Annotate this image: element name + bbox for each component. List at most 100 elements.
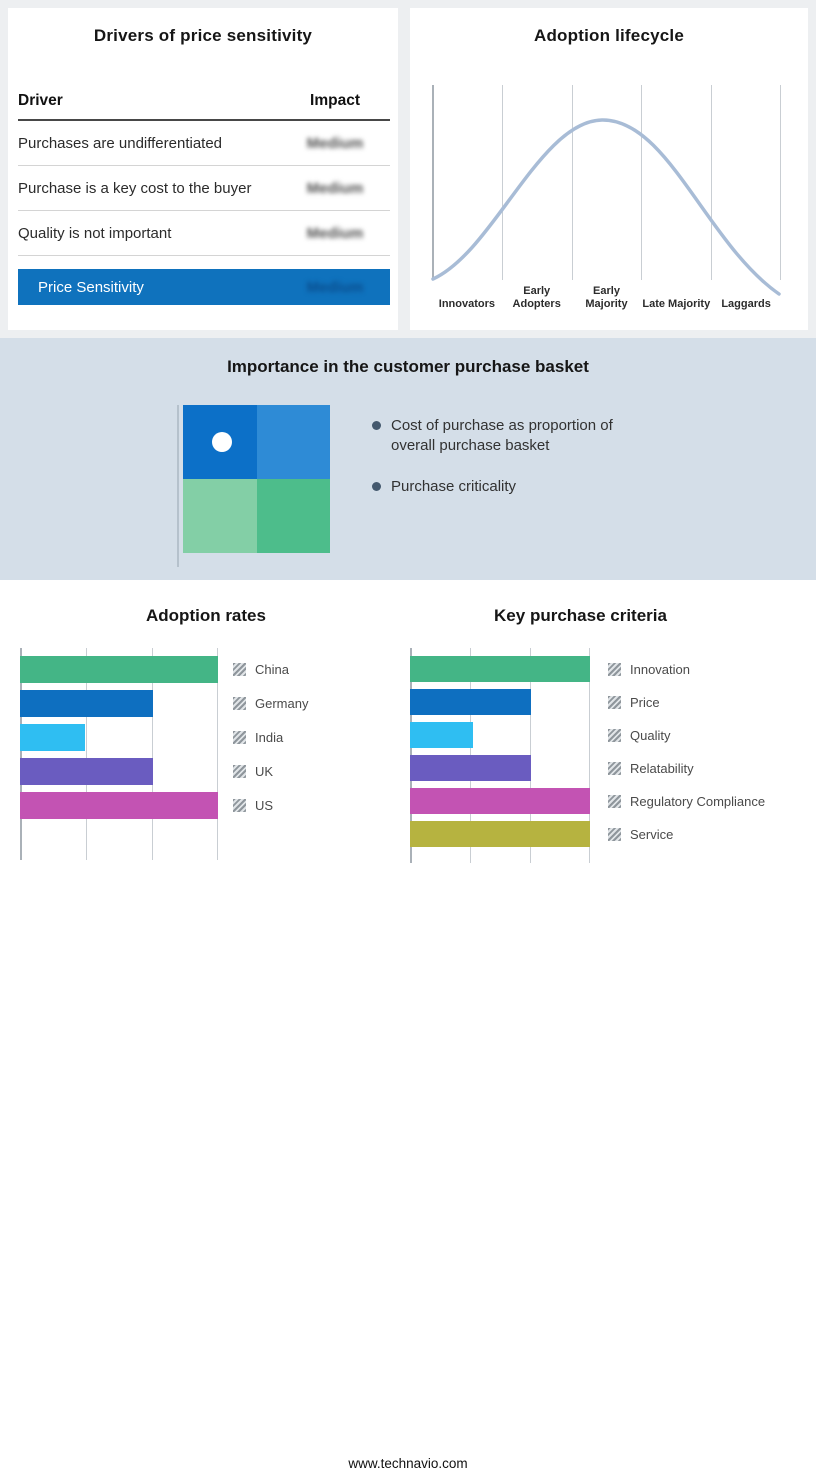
driver-column-header: Driver [18, 92, 63, 109]
lifecycle-chart [431, 85, 781, 296]
legend-label: UK [255, 764, 274, 779]
bar-row-service [410, 821, 590, 847]
gridline [711, 85, 713, 280]
quadrant-top-left [183, 405, 257, 479]
legend-swatch [233, 731, 246, 744]
bar-row-germany [20, 690, 218, 717]
gridline [780, 85, 781, 280]
legend-item-china: China [233, 656, 308, 683]
legend-swatch [608, 728, 621, 742]
quadrant-bottom-left [183, 479, 257, 553]
bar-service [410, 821, 590, 847]
adoption-curve-svg [431, 118, 781, 296]
drivers-panel: Drivers of price sensitivity Driver Impa… [8, 8, 398, 330]
impact-column-header: Impact [310, 92, 360, 109]
bar-row-india [20, 724, 218, 751]
basket-bullets: Cost of purchase as proportion of overal… [372, 416, 633, 519]
legend-label: China [255, 662, 289, 677]
key-purchase-criteria-title: Key purchase criteria [494, 606, 667, 625]
impact-value-redacted: Medium [306, 134, 364, 152]
bar-row-quality [410, 722, 590, 748]
basket-title: Importance in the customer purchase bask… [227, 357, 589, 376]
bullet-icon [372, 421, 381, 430]
bar-regulatory-compliance [410, 788, 590, 814]
bullet-text: Cost of purchase as proportion of overal… [391, 417, 613, 454]
bullet-item: Cost of purchase as proportion of overal… [372, 416, 633, 455]
price-sensitivity-label: Price Sensitivity [38, 278, 144, 296]
lifecycle-stage-labels: Innovators Early Adopters Early Majority… [432, 285, 781, 310]
bar-germany [20, 690, 153, 717]
footer-url: www.technavio.com [348, 1456, 468, 1471]
bar-row-price [410, 689, 590, 715]
gridline [571, 85, 573, 280]
legend-label: Regulatory Compliance [630, 793, 766, 809]
gridline [589, 648, 590, 863]
gridline [641, 85, 643, 280]
legend-swatch [233, 765, 246, 778]
adoption-rates-title: Adoption rates [146, 606, 266, 625]
lifecycle-panel: Adoption lifecycle Innovators Early Adop… [410, 8, 808, 330]
legend-label: Innovation [630, 661, 690, 677]
bar-row-relatability [410, 755, 590, 781]
bar-uk [20, 758, 153, 785]
quadrant-graphic [183, 405, 330, 553]
driver-label: Quality is not important [18, 224, 172, 242]
price-sensitivity-row: Price Sensitivity Medium [18, 269, 390, 305]
adoption-rates-legend: China Germany India UK US [233, 648, 308, 826]
bar-innovation [410, 656, 590, 682]
bottom-charts-section: Adoption rates Key purchase criteria Chi… [0, 580, 816, 1471]
legend-item-regulatory-compliance: Regulatory Compliance [608, 788, 765, 814]
legend-item-us: US [233, 792, 308, 819]
position-dot [212, 432, 232, 452]
legend-swatch [608, 662, 621, 676]
legend-label: Price [630, 694, 660, 710]
bullet-icon [372, 482, 381, 491]
bar-row-china [20, 656, 218, 683]
legend-swatch [233, 697, 246, 710]
driver-row: Purchases are undifferentiated Medium [18, 121, 390, 166]
bullet-text: Purchase criticality [391, 478, 517, 495]
driver-row: Purchase is a key cost to the buyer Medi… [18, 166, 390, 211]
legend-swatch [608, 761, 621, 775]
top-section: Drivers of price sensitivity Driver Impa… [0, 0, 816, 338]
legend-label: Quality [630, 727, 671, 743]
bar-relatability [410, 755, 531, 781]
legend-swatch [233, 663, 246, 676]
stage-label-innovators: Innovators [438, 297, 496, 310]
driver-row: Quality is not important Medium [18, 211, 390, 256]
legend-item-price: Price [608, 689, 765, 715]
bullet-item: Purchase criticality [372, 477, 633, 497]
bar-row-us [20, 792, 218, 819]
impact-value-redacted: Medium [306, 179, 364, 197]
stage-label-early-adopters: Early Adopters [512, 285, 561, 310]
gridline [85, 648, 87, 860]
bar-price [410, 689, 531, 715]
legend-swatch [608, 695, 621, 709]
legend-item-relatability: Relatability [608, 755, 765, 781]
legend-swatch [608, 827, 621, 841]
legend-item-india: India [233, 724, 308, 751]
lifecycle-title: Adoption lifecycle [533, 26, 684, 45]
bar-china [20, 656, 218, 683]
key-purchase-criteria-legend: Innovation Price Quality Relatability Regula… [608, 648, 765, 854]
gridline [217, 648, 218, 860]
bar-row-uk [20, 758, 218, 785]
legend-label: Germany [255, 696, 309, 711]
adoption-rates-chart [20, 648, 218, 860]
driver-label: Purchase is a key cost to the buyer [18, 179, 252, 197]
bar-india [20, 724, 86, 751]
legend-item-service: Service [608, 821, 765, 847]
drivers-table-header: Driver Impact [18, 92, 390, 121]
gridline [501, 85, 503, 280]
stage-label-late-majority: Late Majority [642, 297, 711, 310]
legend-swatch [608, 794, 621, 808]
gridline [152, 648, 153, 860]
stage-label-early-majority: Early Majority [585, 285, 628, 310]
adoption-curve [431, 118, 781, 296]
legend-label: Service [630, 826, 674, 842]
quadrant-bottom-right [256, 479, 330, 553]
impact-value-redacted: Medium [306, 278, 364, 296]
legend-swatch [233, 799, 246, 812]
drivers-title: Drivers of price sensitivity [93, 26, 313, 45]
